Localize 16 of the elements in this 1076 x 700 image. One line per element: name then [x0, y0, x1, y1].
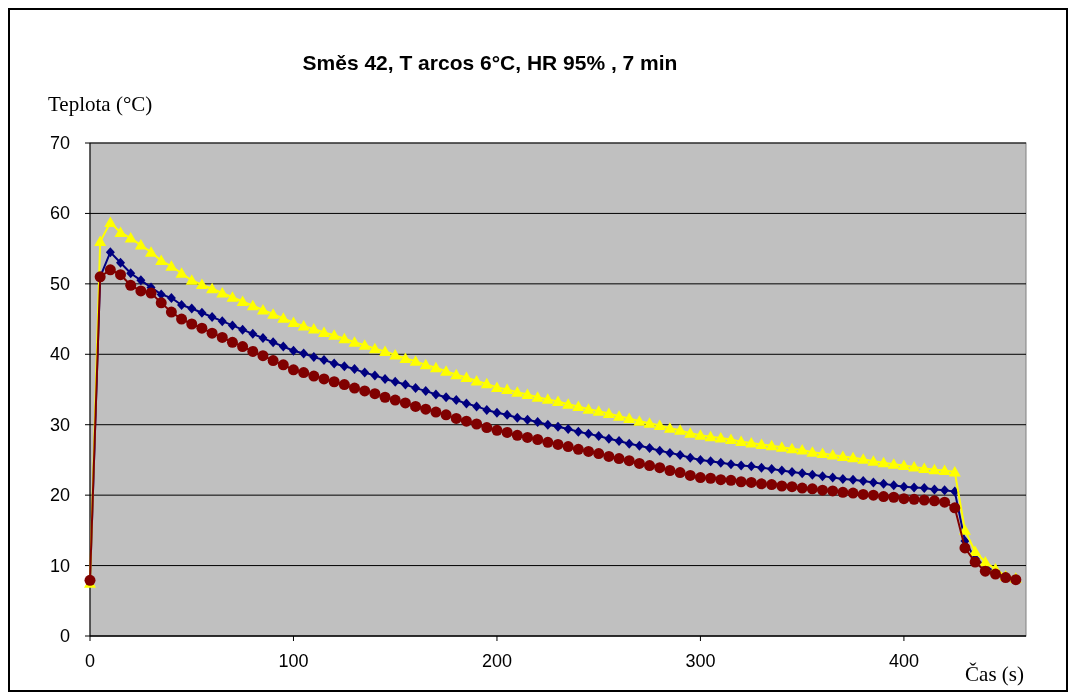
y-tick-label: 40 [49, 344, 70, 365]
x-tick-label: 300 [685, 651, 716, 671]
x-tick-label: 400 [888, 651, 919, 671]
y-tick-label: 70 [49, 133, 70, 153]
chart-title: Směs 42, T arcos 6°C, HR 95% , 7 min [302, 51, 678, 74]
y-tick-label: 30 [49, 414, 70, 435]
y-tick-label: 10 [49, 555, 70, 576]
x-tick-label: 100 [278, 651, 309, 671]
y-axis-title: Teplota (°C) [48, 92, 153, 116]
y-tick-label: 50 [49, 273, 70, 294]
x-tick-label: 0 [84, 651, 96, 671]
y-tick-label: 60 [49, 203, 70, 224]
x-tick-label: 200 [481, 651, 512, 671]
y-tick-label: 20 [49, 485, 70, 506]
x-axis-title: Čas (s) [965, 662, 1024, 686]
y-tick-label: 0 [59, 626, 70, 646]
